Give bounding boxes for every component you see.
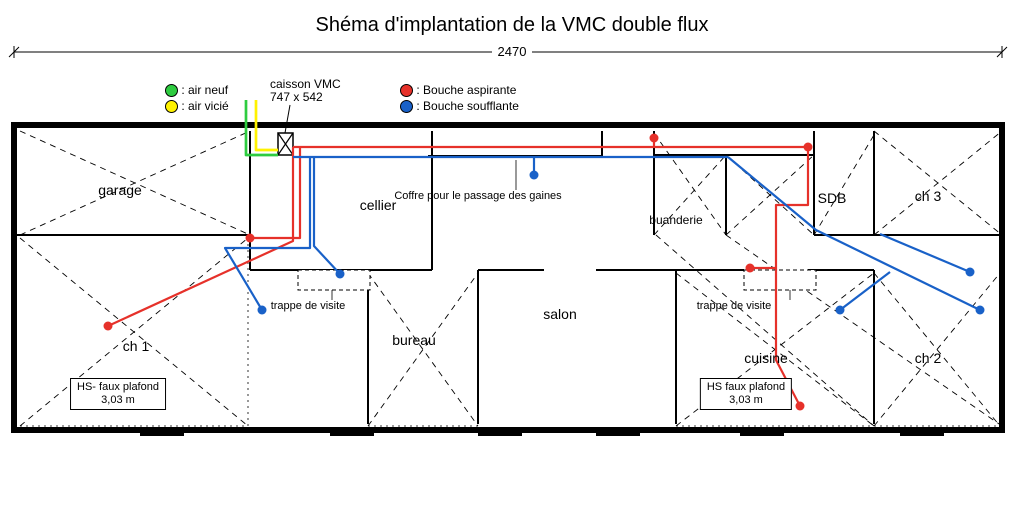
annotation: HS- faux plafond3,03 m [70,378,166,410]
legend-row-air-neuf: : air neuf [165,82,229,98]
legend-label-1: : air vicié [181,99,228,113]
dot-soufflante [400,100,413,113]
caisson-label: caisson VMC 747 x 542 [270,78,341,104]
caisson-line2: 747 x 542 [270,90,323,104]
annotation: trappe de visite [271,300,346,312]
room-label: bureau [392,332,436,348]
room-label: SDB [818,190,847,206]
dimension-label: 2470 [0,44,1024,59]
room-label: ch 2 [915,350,941,366]
annotation: HS faux plafond3,03 m [700,378,792,410]
room-label: ch 3 [915,188,941,204]
caisson-line1: caisson VMC [270,77,341,91]
dimension-value: 2470 [492,44,533,59]
legend-row-air-vicie: : air vicié [165,98,229,114]
room-label: garage [98,182,142,198]
dot-aspirante [400,84,413,97]
annotation: trappe de visite [697,300,772,312]
room-label: ch 1 [123,338,149,354]
legend2-label-0: : Bouche aspirante [416,83,516,97]
legend-row-soufflante: : Bouche soufflante [400,98,519,114]
dot-air-vicie [165,100,178,113]
legend-label-0: : air neuf [181,83,228,97]
room-label: cuisine [744,350,788,366]
annotation: Coffre pour le passage des gaines [394,190,561,202]
room-label: cellier [360,197,397,213]
dot-air-neuf [165,84,178,97]
legend-air: : air neuf : air vicié [165,82,229,114]
room-label: buanderie [649,213,702,227]
legend-row-aspirante: : Bouche aspirante [400,82,519,98]
room-label: salon [543,306,576,322]
diagram-canvas [0,0,1024,520]
legend2-label-1: : Bouche soufflante [416,99,519,113]
legend-bouche: : Bouche aspirante : Bouche soufflante [400,82,519,114]
